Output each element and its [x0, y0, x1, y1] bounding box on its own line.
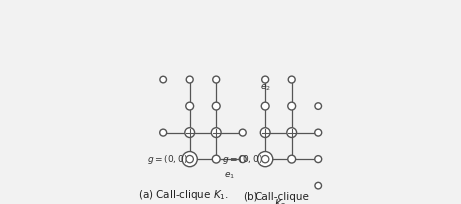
Circle shape: [262, 76, 269, 83]
Text: (b): (b): [243, 192, 258, 202]
Text: $g=(0,0)$: $g=(0,0)$: [222, 153, 263, 166]
Text: $e_2$: $e_2$: [260, 82, 271, 93]
Text: $e_1$: $e_1$: [224, 170, 235, 181]
Circle shape: [186, 155, 193, 163]
Circle shape: [239, 129, 246, 136]
Circle shape: [182, 152, 197, 167]
Circle shape: [288, 76, 295, 83]
Circle shape: [160, 129, 166, 136]
Circle shape: [211, 128, 221, 137]
Circle shape: [213, 155, 220, 163]
Circle shape: [185, 128, 195, 137]
Circle shape: [315, 129, 322, 136]
Text: Call-clique: Call-clique: [254, 192, 309, 202]
Text: $K_2$.: $K_2$.: [273, 197, 290, 204]
Text: (a) Call-clique $K_1$.: (a) Call-clique $K_1$.: [138, 188, 229, 202]
Circle shape: [315, 182, 321, 189]
Circle shape: [213, 76, 220, 83]
Text: $g=(0,0)$: $g=(0,0)$: [147, 153, 188, 166]
Circle shape: [287, 128, 296, 137]
Circle shape: [288, 155, 296, 163]
Circle shape: [258, 152, 273, 167]
Circle shape: [315, 156, 322, 163]
Circle shape: [260, 128, 270, 137]
Circle shape: [213, 102, 220, 110]
Circle shape: [315, 103, 321, 109]
Circle shape: [186, 76, 193, 83]
Circle shape: [261, 155, 269, 163]
Circle shape: [160, 76, 166, 83]
Circle shape: [261, 102, 269, 110]
Circle shape: [186, 102, 194, 110]
Circle shape: [288, 102, 296, 110]
Circle shape: [239, 156, 246, 163]
